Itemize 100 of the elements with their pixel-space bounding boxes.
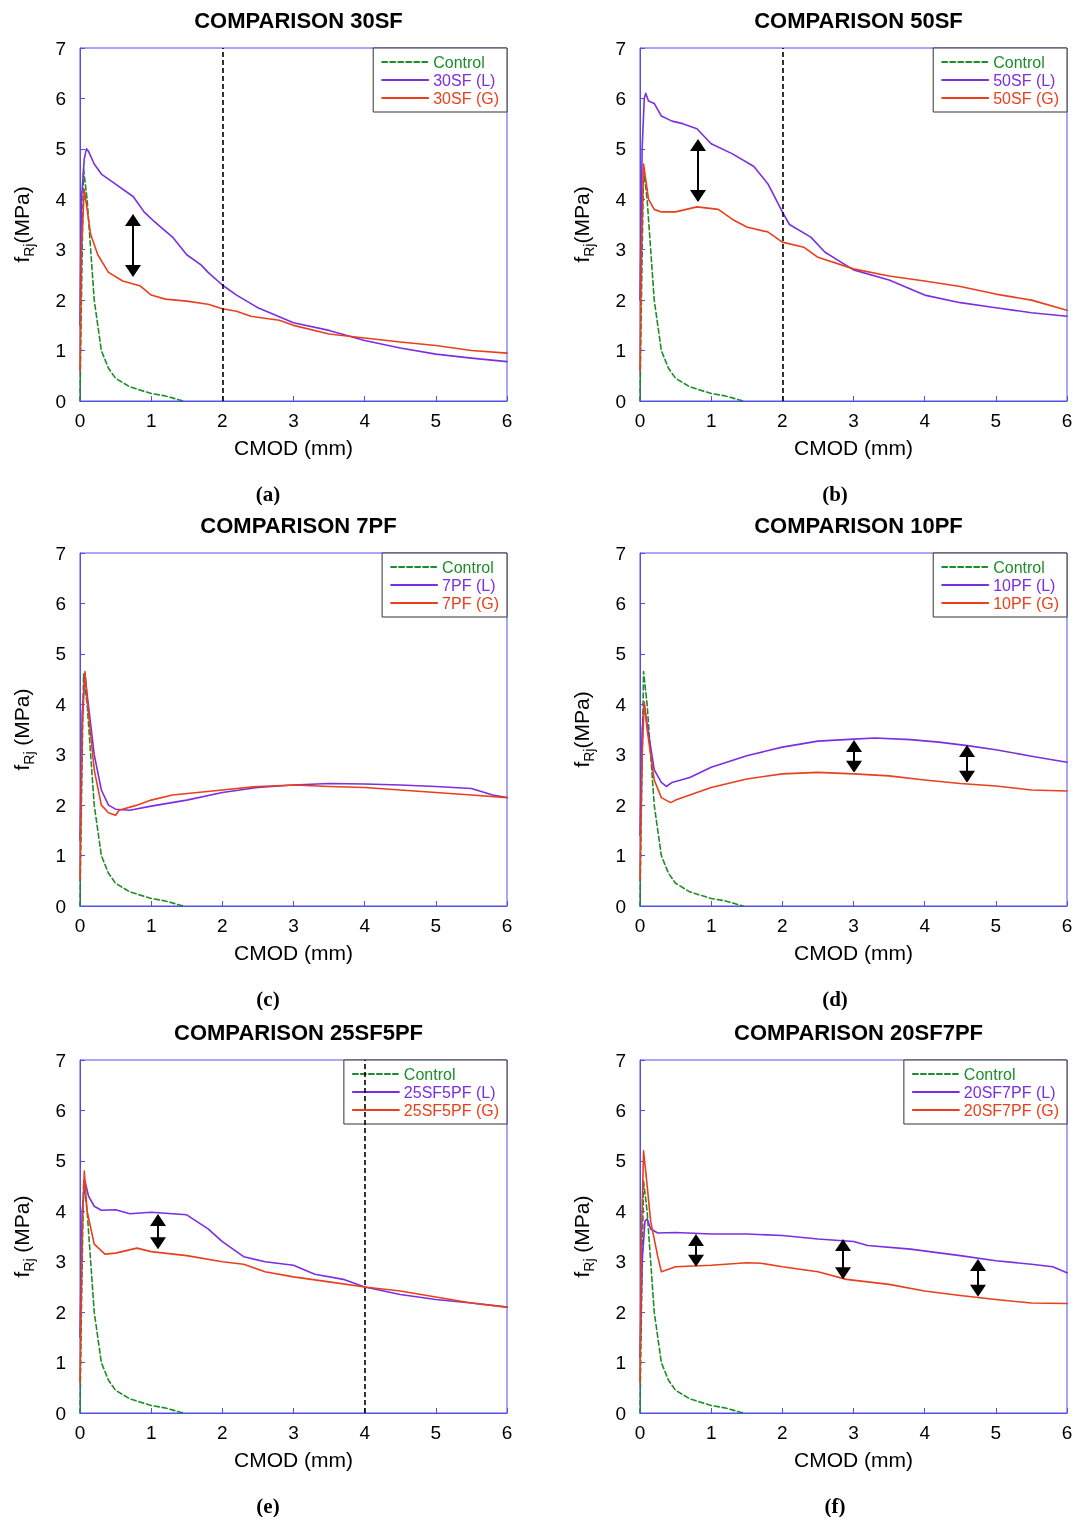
- y-tick-label: 7: [55, 542, 66, 564]
- y-tick-label: 6: [615, 87, 626, 109]
- y-tick-label: 4: [615, 693, 627, 715]
- legend-label: Control: [993, 558, 1045, 576]
- y-tick-label: 0: [615, 895, 626, 917]
- x-tick-label: 5: [430, 915, 442, 936]
- y-tick-label: 5: [615, 138, 626, 160]
- x-tick-label: 3: [848, 915, 859, 936]
- line-series: [79, 148, 508, 363]
- x-axis-title: CMOD (mm): [234, 436, 353, 459]
- y-tick-label: 5: [55, 1150, 66, 1172]
- y-tick-label: 3: [55, 744, 66, 766]
- legend-label: Control: [403, 1065, 456, 1083]
- x-tick-label: 2: [217, 1422, 228, 1443]
- x-tick-label: 6: [1061, 1422, 1073, 1443]
- x-tick-label: 0: [634, 410, 646, 431]
- chart-title: COMPARISON 30SF: [194, 7, 403, 33]
- x-tick-label: 4: [919, 1422, 931, 1443]
- y-tick-label: 4: [55, 1200, 67, 1222]
- chart-title: COMPARISON 20SF7PF: [734, 1019, 983, 1045]
- legend-label: 7PF (G): [442, 594, 499, 612]
- legend-label: 10PF (G): [993, 594, 1060, 612]
- x-tick-label: 6: [501, 915, 513, 936]
- x-axis-title: CMOD (mm): [794, 436, 913, 459]
- x-tick-label: 6: [501, 410, 513, 431]
- legend-label: 20SF7PF (L): [963, 1083, 1056, 1101]
- x-tick-label: 1: [145, 915, 157, 936]
- y-axis-title: fRj (MPa): [9, 688, 37, 771]
- y-tick-label: 5: [55, 643, 66, 665]
- y-tick-label: 3: [55, 1251, 66, 1273]
- x-axis-title: CMOD (mm): [794, 1448, 913, 1471]
- x-tick-label: 4: [919, 915, 931, 936]
- text: (c): [256, 986, 280, 1011]
- legend-label: Control: [993, 53, 1045, 71]
- y-tick-label: 0: [55, 1402, 66, 1424]
- x-axis-title: CMOD (mm): [234, 941, 353, 964]
- x-tick-label: 5: [990, 1422, 1002, 1443]
- y-tick-label: 3: [615, 744, 626, 766]
- line-series: [639, 1180, 744, 1414]
- y-tick-label: 7: [615, 1049, 626, 1071]
- y-tick-label: 3: [615, 239, 626, 261]
- chart-title: COMPARISON 10PF: [754, 512, 963, 538]
- legend-label: 7PF (L): [442, 576, 496, 594]
- y-tick-label: 7: [55, 37, 66, 59]
- x-tick-label: 5: [430, 410, 442, 431]
- legend-label: Control: [442, 558, 494, 576]
- legend-label: 50SF (G): [993, 89, 1060, 107]
- x-tick-label: 4: [359, 915, 371, 936]
- x-tick-label: 4: [359, 1422, 371, 1443]
- x-tick-label: 1: [145, 1422, 157, 1443]
- y-tick-label: 6: [55, 1099, 66, 1121]
- x-axis-title: CMOD (mm): [794, 941, 913, 964]
- y-tick-label: 6: [615, 592, 626, 614]
- y-tick-label: 6: [615, 1099, 626, 1121]
- line-series: [79, 188, 508, 372]
- y-tick-label: 2: [55, 1301, 66, 1323]
- text: (b): [822, 481, 848, 506]
- chart-title: COMPARISON 25SF5PF: [174, 1019, 423, 1045]
- x-tick-label: 2: [217, 915, 228, 936]
- text: (d): [822, 986, 848, 1011]
- x-tick-label: 6: [501, 1422, 513, 1443]
- y-tick-label: 2: [55, 794, 66, 816]
- x-tick-label: 3: [288, 410, 299, 431]
- y-tick-label: 6: [55, 87, 66, 109]
- x-tick-label: 5: [990, 915, 1002, 936]
- x-tick-label: 2: [777, 1422, 788, 1443]
- y-tick-label: 3: [55, 239, 66, 261]
- y-tick-label: 4: [55, 188, 67, 210]
- legend-label: 50SF (L): [993, 71, 1056, 89]
- x-tick-label: 1: [145, 410, 157, 431]
- x-tick-label: 5: [990, 410, 1002, 431]
- y-tick-label: 5: [55, 138, 66, 160]
- x-tick-label: 1: [705, 410, 717, 431]
- x-tick-label: 4: [359, 410, 371, 431]
- legend-label: 10PF (L): [993, 576, 1056, 594]
- x-axis-title: CMOD (mm): [234, 1448, 353, 1471]
- line-series: [639, 700, 1068, 882]
- y-tick-label: 2: [615, 1301, 626, 1323]
- x-tick-label: 3: [848, 1422, 859, 1443]
- legend-label: 25SF5PF (G): [403, 1101, 500, 1119]
- y-tick-label: 1: [55, 340, 66, 362]
- y-axis-title: fRj (MPa): [569, 1195, 597, 1278]
- x-tick-label: 0: [74, 410, 86, 431]
- legend-label: 30SF (G): [433, 89, 500, 107]
- x-tick-label: 4: [919, 410, 931, 431]
- x-tick-label: 1: [705, 1422, 717, 1443]
- y-tick-label: 0: [55, 895, 66, 917]
- text: (e): [256, 1493, 280, 1518]
- chart-title: COMPARISON 7PF: [200, 512, 397, 538]
- x-tick-label: 0: [74, 915, 86, 936]
- legend-label: 25SF5PF (L): [403, 1083, 496, 1101]
- y-axis-title: fRj (MPa): [9, 1195, 37, 1278]
- legend-label: 20SF7PF (G): [963, 1101, 1060, 1119]
- y-tick-label: 7: [55, 1049, 66, 1071]
- x-tick-label: 1: [705, 915, 717, 936]
- x-tick-label: 6: [1061, 915, 1073, 936]
- line-series: [639, 163, 1068, 372]
- line-series: [79, 1170, 508, 1384]
- text: (f): [824, 1493, 846, 1518]
- line-series: [79, 673, 184, 907]
